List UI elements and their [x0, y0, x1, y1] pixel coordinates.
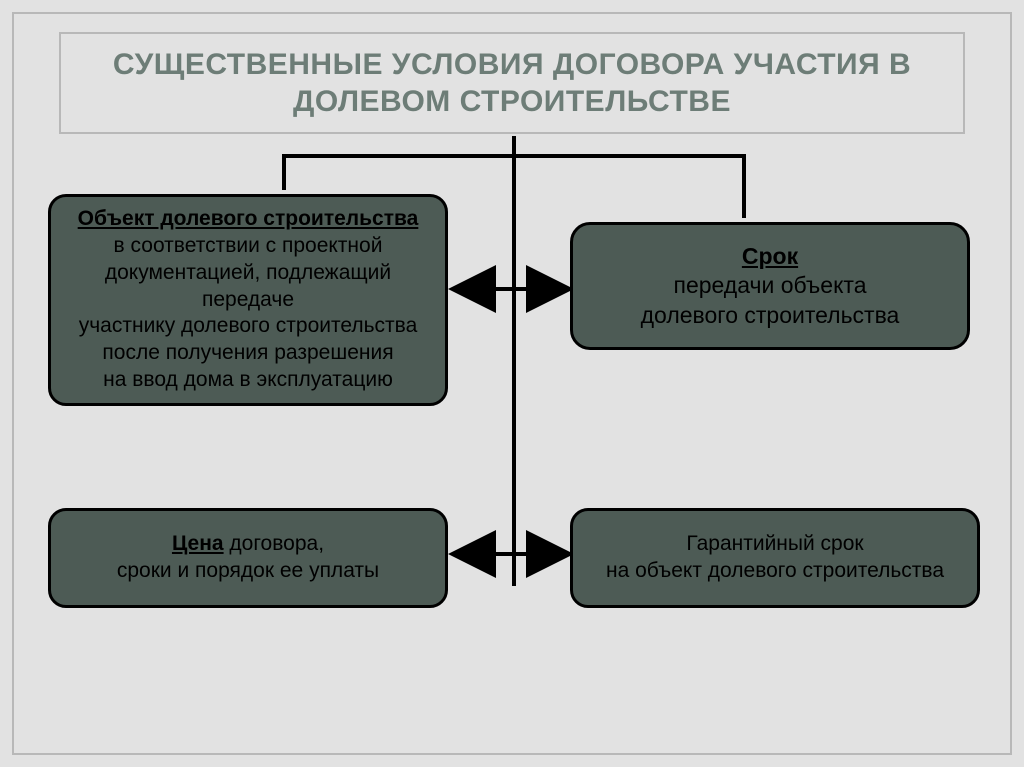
node-warranty: Гарантийный срокна объект долевого строи…: [570, 508, 980, 608]
node-term: Срокпередачи объектадолевого строительст…: [570, 222, 970, 350]
node-body-line: передаче: [202, 287, 294, 314]
node-heading: Цена договора,: [172, 531, 324, 558]
node-body-line: документацией, подлежащий: [105, 260, 391, 287]
node-object: Объект долевого строительствав соответст…: [48, 194, 448, 406]
node-price: Цена договора,сроки и порядок ее уплаты: [48, 508, 448, 608]
node-body-line: передачи объекта: [673, 271, 866, 300]
outer-frame: СУЩЕСТВЕННЫЕ УСЛОВИЯ ДОГОВОРА УЧАСТИЯ В …: [12, 12, 1012, 755]
node-body-line: на объект долевого строительства: [606, 558, 944, 585]
node-heading: Срок: [742, 242, 798, 271]
node-body-line: после получения разрешения: [102, 340, 393, 367]
node-body-line: сроки и порядок ее уплаты: [117, 558, 379, 585]
node-body-line: участнику долевого строительства: [79, 313, 418, 340]
node-body-line: на ввод дома в эксплуатацию: [103, 367, 393, 394]
node-body-line: долевого строительства: [641, 301, 900, 330]
node-body-line: в соответствии с проектной: [114, 233, 383, 260]
node-heading: Объект долевого строительства: [78, 206, 419, 233]
node-body-line: Гарантийный срок: [686, 531, 863, 558]
